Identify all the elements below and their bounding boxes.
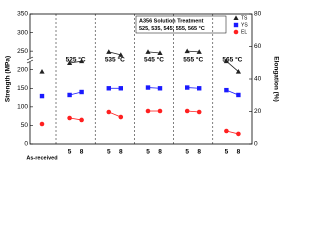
y2-axis-title: Elongation (%) xyxy=(272,56,279,102)
x-tick-label: 5 xyxy=(225,149,229,156)
marker xyxy=(233,15,239,20)
series-line xyxy=(147,51,161,54)
marker xyxy=(118,52,124,57)
marker xyxy=(223,58,229,64)
marker xyxy=(157,50,163,55)
x-tick-label: 5 xyxy=(107,149,111,156)
y-tick-label: 150 xyxy=(17,85,28,92)
group-label: 535 °C xyxy=(105,56,125,64)
x-tick-label: 5 xyxy=(146,149,150,156)
x-tick-label: 8 xyxy=(119,149,123,156)
marker xyxy=(118,86,123,91)
x-tick-label: 8 xyxy=(237,149,241,156)
marker xyxy=(106,86,111,91)
y2-tick-label: 60 xyxy=(254,43,262,50)
marker xyxy=(145,108,151,114)
marker xyxy=(233,22,239,28)
marker xyxy=(233,29,239,35)
marker xyxy=(236,131,241,137)
chart: Strength (MPa) Elongation (%) A356 Solut… xyxy=(5,11,280,162)
x-tick-label: 5 xyxy=(68,149,72,156)
marker xyxy=(79,89,84,95)
annotation: A356 Solution Treatment xyxy=(139,18,204,24)
group-label: 525 °C xyxy=(66,56,86,64)
marker xyxy=(157,108,163,114)
marker xyxy=(196,109,202,115)
marker xyxy=(197,86,202,91)
series-line xyxy=(108,51,121,56)
marker xyxy=(184,108,190,114)
group-label: 565 °C xyxy=(222,56,242,64)
group-label: 555 °C xyxy=(183,56,203,64)
marker xyxy=(67,92,72,98)
series-line xyxy=(69,60,82,64)
marker xyxy=(67,115,72,121)
y-tick-label: 300 xyxy=(17,29,28,36)
legend-label: YS xyxy=(241,22,248,28)
marker xyxy=(184,48,190,54)
y-tick-label: 250 xyxy=(17,48,28,55)
marker xyxy=(39,68,45,74)
marker xyxy=(236,92,241,98)
y-tick-label: 200 xyxy=(17,66,28,73)
group-label: 545 °C xyxy=(144,56,164,64)
marker xyxy=(157,86,163,91)
legend-label: EL xyxy=(241,29,247,35)
marker xyxy=(185,85,190,90)
marker xyxy=(67,60,73,66)
y2-tick-label: 80 xyxy=(254,11,262,18)
marker xyxy=(145,85,151,90)
y-tick-label: 350 xyxy=(17,11,28,18)
marker xyxy=(224,87,229,93)
x-tick-label: 8 xyxy=(80,149,84,156)
y2-tick-label: 40 xyxy=(254,76,262,83)
y-tick-label: 50 xyxy=(21,122,29,129)
marker xyxy=(106,109,112,115)
series-line xyxy=(187,50,200,53)
plot-frame xyxy=(29,13,253,145)
marker xyxy=(79,117,84,123)
marker xyxy=(235,68,241,74)
marker xyxy=(39,93,45,99)
marker xyxy=(118,114,124,120)
marker xyxy=(145,49,151,54)
x-tick-label: 8 xyxy=(197,149,201,156)
annotation: 525, 535, 545, 555, 565 °C xyxy=(139,26,205,32)
axis-break xyxy=(26,56,34,64)
y2-tick-label: 20 xyxy=(254,108,262,115)
annotation-box xyxy=(135,15,227,34)
marker xyxy=(196,49,202,54)
y-tick-label: 100 xyxy=(17,104,28,111)
y-tick-label: 0 xyxy=(24,141,28,148)
marker xyxy=(224,128,229,134)
y2-tick-label: 0 xyxy=(254,141,258,148)
marker xyxy=(79,58,85,64)
x-tick-label: As-received xyxy=(26,155,57,161)
marker xyxy=(106,49,112,54)
marker xyxy=(39,121,45,127)
x-tick-label: 5 xyxy=(185,149,189,156)
x-tick-label: 8 xyxy=(158,149,162,156)
legend-label: TS xyxy=(241,15,248,21)
y-axis-title: Strength (MPa) xyxy=(5,56,12,102)
